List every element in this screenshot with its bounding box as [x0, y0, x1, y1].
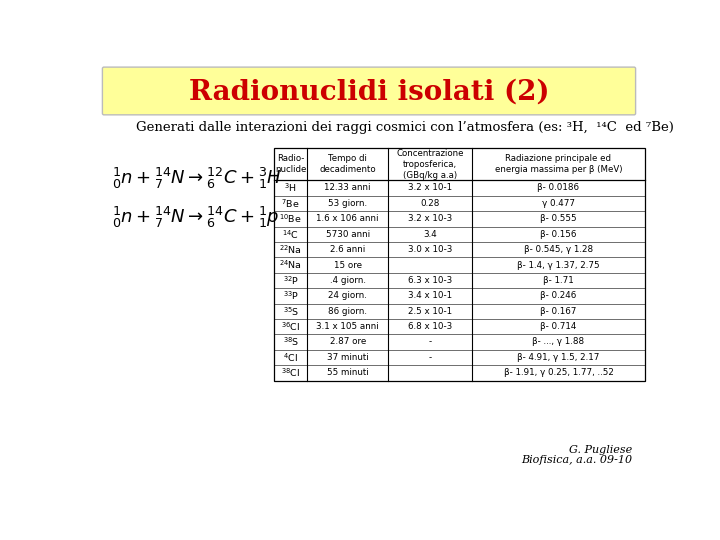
Text: .4 giorn.: .4 giorn.	[330, 276, 366, 285]
Text: Concentrazione
troposferica,
(GBq/kg a.a): Concentrazione troposferica, (GBq/kg a.a…	[397, 148, 464, 180]
Text: Tempo di
decadimento: Tempo di decadimento	[320, 154, 376, 174]
Text: $^{10}$Be: $^{10}$Be	[279, 213, 302, 225]
Text: 3.2 x 10-3: 3.2 x 10-3	[408, 214, 452, 224]
Text: 2.6 anni: 2.6 anni	[330, 245, 365, 254]
Text: $^{38}$S: $^{38}$S	[282, 336, 299, 348]
Text: 53 giorn.: 53 giorn.	[328, 199, 367, 208]
Text: $^{4}$Cl: $^{4}$Cl	[283, 351, 298, 364]
Text: $^{3}$H: $^{3}$H	[284, 181, 297, 194]
Text: 3.2 x 10-1: 3.2 x 10-1	[408, 184, 452, 192]
Text: 3.4: 3.4	[423, 230, 437, 239]
Text: Generati dalle interazioni dei raggi cosmici con l’atmosfera (es: ³H,  ¹⁴C  ed ⁷: Generati dalle interazioni dei raggi cos…	[137, 122, 675, 134]
Text: $^{38}$Cl: $^{38}$Cl	[281, 367, 300, 379]
Text: β- 1.4, γ 1.37, 2.75: β- 1.4, γ 1.37, 2.75	[517, 260, 600, 269]
Text: -: -	[428, 353, 432, 362]
Text: $^{14}$C: $^{14}$C	[282, 228, 299, 240]
Text: 1.6 x 106 anni: 1.6 x 106 anni	[316, 214, 379, 224]
Text: β- 0.246: β- 0.246	[541, 291, 577, 300]
Text: $^{7}$Be: $^{7}$Be	[282, 197, 300, 210]
Text: β- 0.167: β- 0.167	[540, 307, 577, 316]
FancyBboxPatch shape	[102, 67, 636, 115]
Text: 86 giorn.: 86 giorn.	[328, 307, 367, 316]
Text: 2.5 x 10-1: 2.5 x 10-1	[408, 307, 452, 316]
Text: β- 0.714: β- 0.714	[540, 322, 577, 331]
Text: 3.4 x 10-1: 3.4 x 10-1	[408, 291, 452, 300]
Text: $^{1}_{0}n+^{14}_{7}N \rightarrow ^{12}_{6}C+^{3}_{1}H$: $^{1}_{0}n+^{14}_{7}N \rightarrow ^{12}_…	[112, 166, 282, 191]
Text: Biofisica, a.a. 09-10: Biofisica, a.a. 09-10	[521, 455, 632, 465]
Text: $^{32}$P: $^{32}$P	[283, 274, 299, 287]
Text: 37 minuti: 37 minuti	[327, 353, 369, 362]
Text: $^{24}$Na: $^{24}$Na	[279, 259, 302, 271]
Text: -: -	[428, 338, 432, 347]
Text: 2.87 ore: 2.87 ore	[330, 338, 366, 347]
Text: 5730 anni: 5730 anni	[325, 230, 370, 239]
Text: $^{22}$Na: $^{22}$Na	[279, 244, 302, 256]
Text: β- 1.91, γ 0.25, 1.77, ..52: β- 1.91, γ 0.25, 1.77, ..52	[503, 368, 613, 377]
Text: β- 1.71: β- 1.71	[543, 276, 574, 285]
Text: β- 0.0186: β- 0.0186	[538, 184, 580, 192]
Text: $^{1}_{0}n+^{14}_{7}N \rightarrow ^{14}_{6}C+^{1}_{1}p$: $^{1}_{0}n+^{14}_{7}N \rightarrow ^{14}_…	[112, 205, 279, 230]
Text: β- 0.156: β- 0.156	[540, 230, 577, 239]
Text: 6.3 x 10-3: 6.3 x 10-3	[408, 276, 452, 285]
Text: G. Pugliese: G. Pugliese	[570, 445, 632, 455]
Bar	[274, 148, 645, 381]
Text: 12.33 anni: 12.33 anni	[325, 184, 371, 192]
Text: β- 0.545, γ 1.28: β- 0.545, γ 1.28	[524, 245, 593, 254]
Text: β- ..., γ 1.88: β- ..., γ 1.88	[532, 338, 585, 347]
Text: Radio-
nuclide: Radio- nuclide	[275, 154, 307, 174]
Text: Radiazione principale ed
energia massima per β (MeV): Radiazione principale ed energia massima…	[495, 154, 622, 174]
Text: 24 giorn.: 24 giorn.	[328, 291, 367, 300]
Text: Radionuclidi isolati (2): Radionuclidi isolati (2)	[189, 79, 549, 106]
Text: $^{36}$Cl: $^{36}$Cl	[281, 320, 300, 333]
Text: 6.8 x 10-3: 6.8 x 10-3	[408, 322, 452, 331]
Text: 15 ore: 15 ore	[333, 260, 361, 269]
Text: $^{33}$P: $^{33}$P	[283, 289, 299, 302]
Text: 55 minuti: 55 minuti	[327, 368, 369, 377]
Text: γ 0.477: γ 0.477	[542, 199, 575, 208]
Text: β- 4.91, γ 1.5, 2.17: β- 4.91, γ 1.5, 2.17	[517, 353, 600, 362]
Text: 0.28: 0.28	[420, 199, 440, 208]
Text: $^{35}$S: $^{35}$S	[282, 305, 299, 318]
Text: β- 0.555: β- 0.555	[540, 214, 577, 224]
Text: 3.0 x 10-3: 3.0 x 10-3	[408, 245, 452, 254]
Text: 3.1 x 105 anni: 3.1 x 105 anni	[316, 322, 379, 331]
